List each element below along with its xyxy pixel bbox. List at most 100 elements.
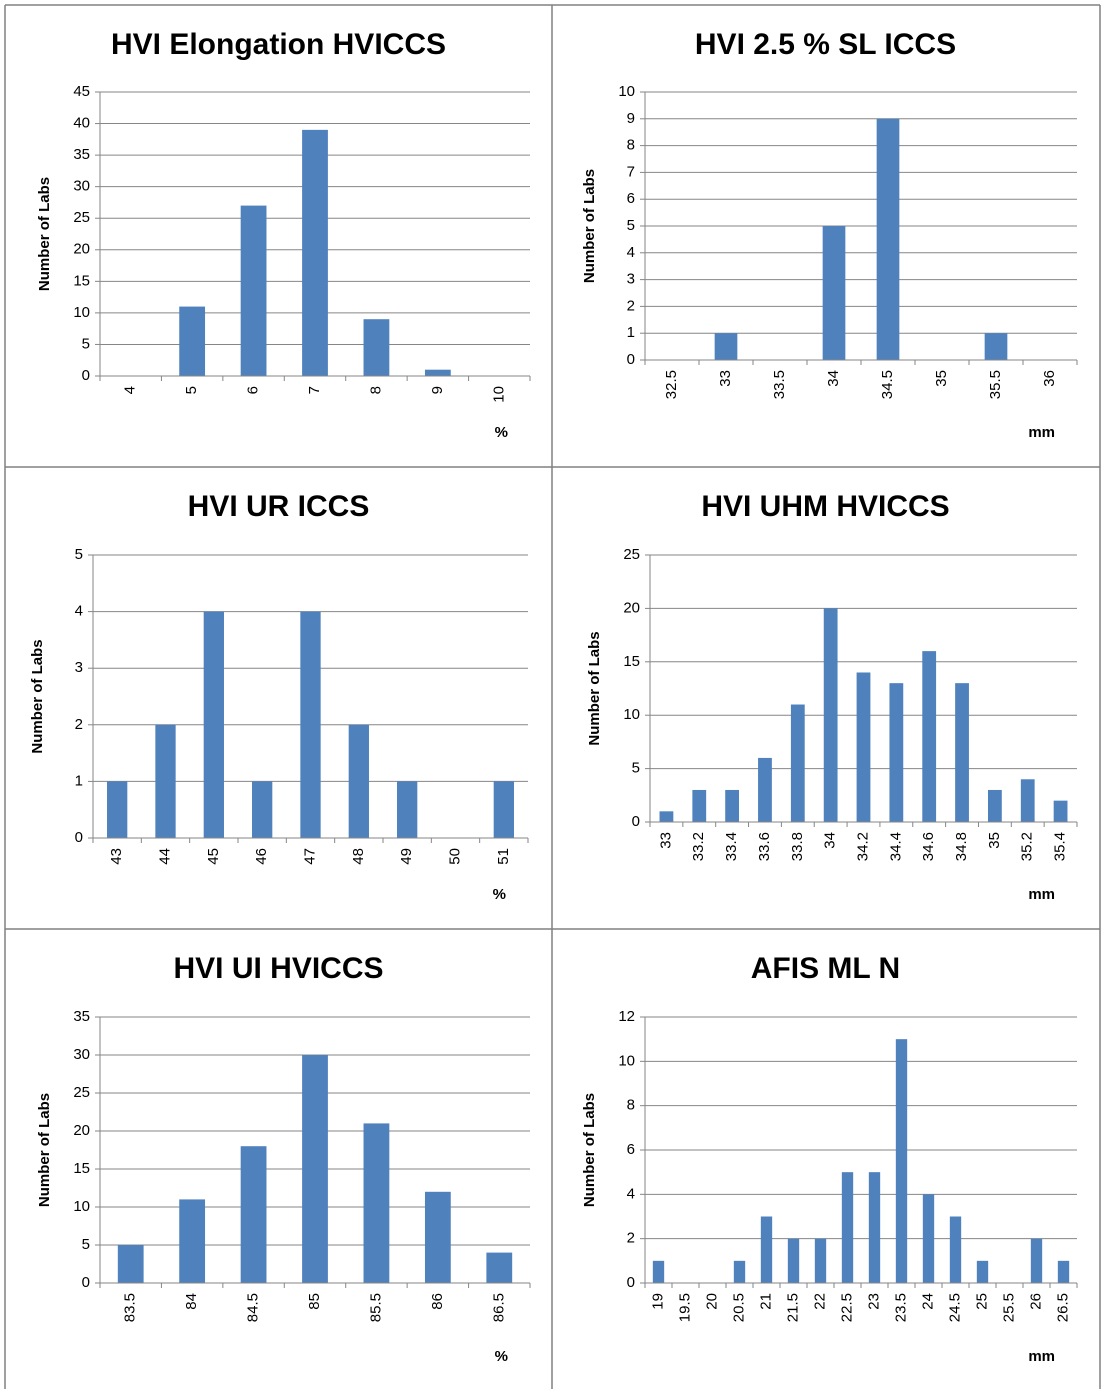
bar xyxy=(493,781,514,838)
y-tick-label: 5 xyxy=(82,335,90,352)
chart-title: HVI UR ICCS xyxy=(188,490,370,523)
y-tick-label: 0 xyxy=(632,813,640,830)
y-tick-label: 40 xyxy=(73,115,90,132)
y-axis-label: Number of Labs xyxy=(581,1093,598,1207)
x-axis-label: mm xyxy=(1028,424,1055,441)
y-tick-label: 35 xyxy=(73,146,90,163)
y-tick-label: 45 xyxy=(73,83,90,100)
x-tick-label: 20 xyxy=(703,1293,720,1310)
x-tick-label: 34 xyxy=(822,832,839,849)
x-tick-label: 34.8 xyxy=(953,832,970,861)
y-tick-label: 20 xyxy=(73,241,90,258)
y-tick-label: 35 xyxy=(73,1008,90,1025)
bar xyxy=(240,1146,267,1283)
x-axis-label: % xyxy=(495,1348,508,1365)
x-tick-label: 19 xyxy=(649,1293,666,1310)
x-tick-label: 26 xyxy=(1027,1293,1044,1310)
bar xyxy=(486,1252,513,1283)
bar xyxy=(117,1245,144,1283)
y-tick-label: 4 xyxy=(627,1185,635,1202)
y-tick-label: 9 xyxy=(627,110,635,127)
y-tick-label: 30 xyxy=(73,1046,90,1063)
bar xyxy=(302,1055,328,1283)
x-tick-label: 22 xyxy=(811,1293,828,1310)
bar xyxy=(179,1199,206,1283)
x-tick-label: 22.5 xyxy=(838,1293,855,1322)
bar xyxy=(714,333,738,360)
x-tick-label: 25.5 xyxy=(1000,1293,1017,1322)
chart: HVI UI HVICCS 0 5 10 15 20 25 30 35 83.5 84 84.5 85 8… xyxy=(36,952,531,1365)
x-tick-label: 23 xyxy=(865,1293,882,1310)
bar xyxy=(955,683,969,822)
y-tick-label: 0 xyxy=(82,1274,90,1291)
x-tick-label: 9 xyxy=(429,386,446,394)
x-tick-label: 34.2 xyxy=(854,832,871,861)
x-tick-label: 35 xyxy=(986,832,1003,849)
x-tick-label: 86 xyxy=(429,1293,446,1310)
bar xyxy=(1057,1260,1070,1283)
x-tick-label: 48 xyxy=(350,848,367,865)
x-tick-label: 43 xyxy=(108,848,125,865)
bar xyxy=(841,1172,854,1283)
chart: HVI UHM HVICCS 0 5 10 15 20 25 33 33.2 33.4 33.6 33… xyxy=(586,490,1078,903)
bar xyxy=(1030,1238,1043,1283)
x-tick-label: 19.5 xyxy=(676,1293,693,1322)
x-tick-label: 86.5 xyxy=(490,1293,507,1322)
x-tick-label: 7 xyxy=(306,386,323,394)
bar xyxy=(659,811,674,822)
y-tick-label: 5 xyxy=(82,1236,90,1253)
chart: HVI Elongation HVICCS0510152025303540454… xyxy=(36,28,531,441)
x-tick-label: 10 xyxy=(490,386,507,403)
x-tick-label: 33 xyxy=(657,832,674,849)
chart-title: HVI 2.5 % SL ICCS xyxy=(695,28,956,61)
bar xyxy=(240,205,267,376)
bar xyxy=(889,683,904,822)
y-tick-label: 5 xyxy=(75,546,83,563)
y-tick-label: 30 xyxy=(73,178,90,195)
x-axis-label: mm xyxy=(1028,1348,1055,1365)
y-axis-label: Number of Labs xyxy=(581,169,598,283)
x-tick-label: 33.6 xyxy=(756,832,773,861)
bar xyxy=(252,781,273,838)
bar xyxy=(823,608,838,822)
x-tick-label: 8 xyxy=(367,386,384,394)
bar xyxy=(348,724,369,838)
y-axis-label: Number of Labs xyxy=(36,177,53,291)
x-tick-label: 35.4 xyxy=(1052,832,1069,861)
y-tick-label: 25 xyxy=(73,1084,90,1101)
x-tick-label: 25 xyxy=(973,1293,990,1310)
x-tick-label: 50 xyxy=(446,848,463,865)
bar xyxy=(1020,779,1035,822)
bar xyxy=(725,789,740,822)
x-tick-label: 4 xyxy=(122,386,139,394)
y-tick-label: 2 xyxy=(627,1230,635,1247)
x-tick-label: 32.5 xyxy=(663,370,680,399)
x-tick-label: 46 xyxy=(253,848,270,865)
bar xyxy=(976,1260,989,1283)
bar xyxy=(107,781,128,838)
x-tick-label: 33.2 xyxy=(690,832,707,861)
bar xyxy=(868,1172,881,1283)
chart-title: HVI UI HVICCS xyxy=(173,952,383,985)
y-tick-label: 20 xyxy=(623,599,640,616)
x-tick-label: 51 xyxy=(495,848,512,865)
bar xyxy=(822,226,846,360)
x-axis-label: mm xyxy=(1028,886,1055,903)
y-tick-label: 15 xyxy=(73,1160,90,1177)
y-tick-label: 2 xyxy=(627,297,635,314)
table-borders xyxy=(4,4,1101,1389)
x-tick-label: 34.5 xyxy=(879,370,896,399)
bar xyxy=(203,611,224,838)
y-tick-label: 8 xyxy=(627,1097,635,1114)
bar xyxy=(302,129,328,376)
x-tick-label: 36 xyxy=(1041,370,1058,387)
x-tick-label: 83.5 xyxy=(122,1293,139,1322)
x-tick-label: 5 xyxy=(183,386,200,394)
x-tick-label: 6 xyxy=(245,386,262,394)
y-tick-label: 15 xyxy=(73,272,90,289)
x-tick-label: 85.5 xyxy=(367,1293,384,1322)
bar xyxy=(179,306,206,376)
